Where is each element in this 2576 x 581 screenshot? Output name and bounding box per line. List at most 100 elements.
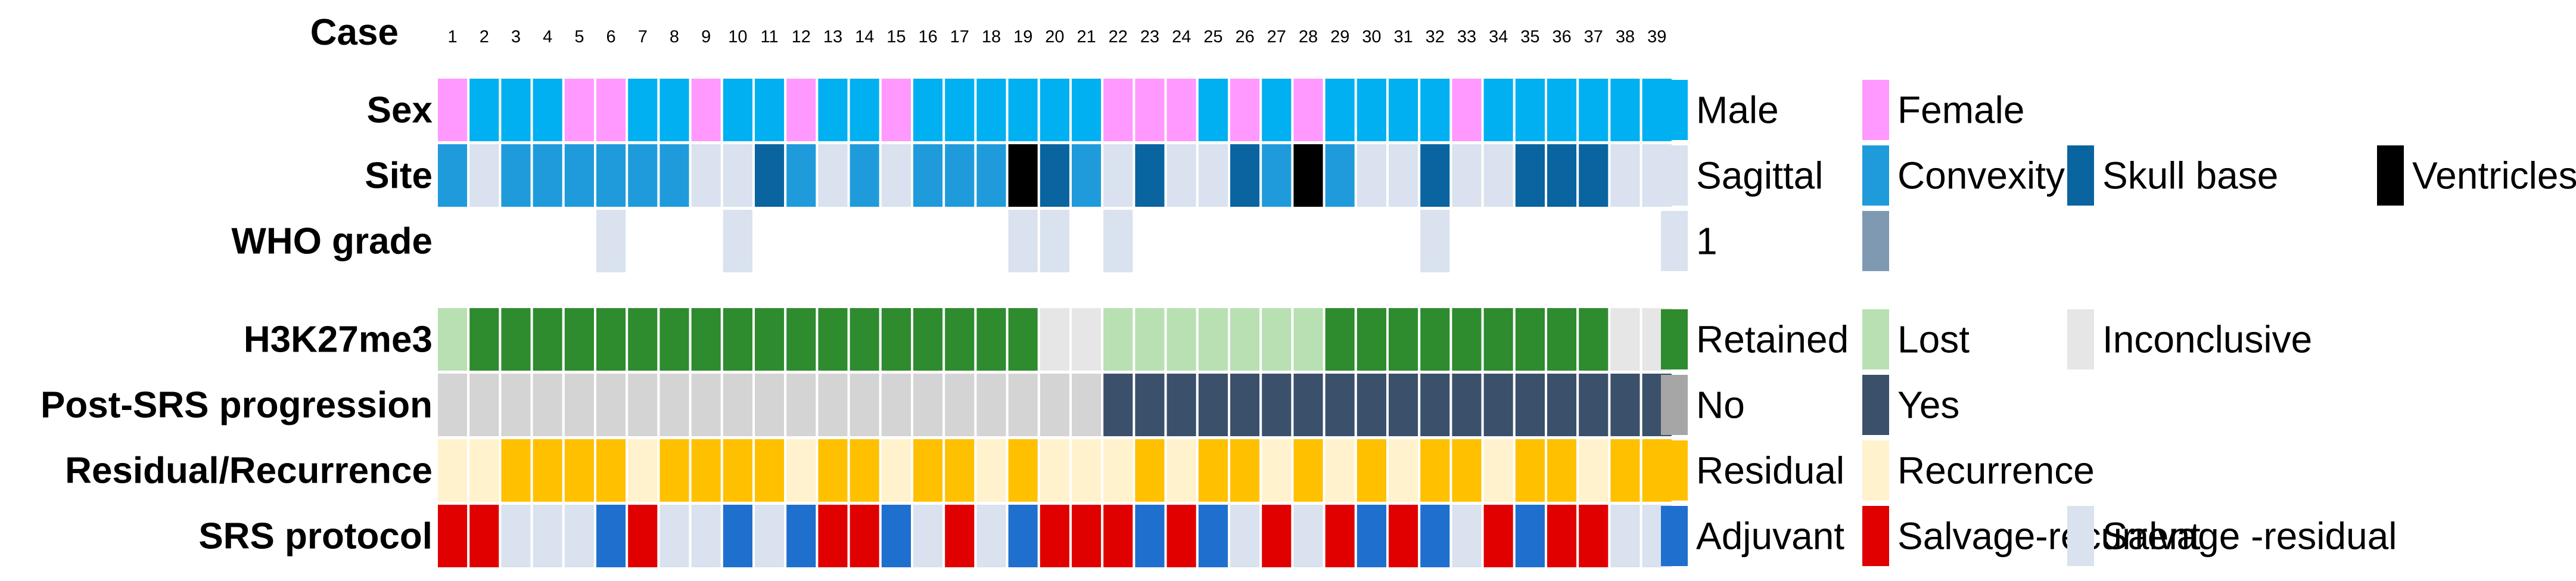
case-number-37: 37 [1584, 27, 1603, 46]
cell-row5-case35: Residual [1513, 437, 1548, 504]
cell-row3-case32: Retained [1418, 306, 1452, 373]
cell-row1-case15: Sagittal [879, 142, 914, 209]
case-number-10: 10 [728, 27, 747, 46]
case-number-26: 26 [1235, 27, 1254, 46]
cell-row6-case13: Salvage-recurrent [816, 502, 850, 570]
cell-row5-case8: Residual [657, 437, 692, 504]
cell-row1-case32: Skull base [1418, 142, 1452, 209]
cell-row5-case26: Residual [1228, 437, 1262, 504]
legend-swatch-row2-0 [1661, 211, 1688, 271]
cell-row4-case6: No [594, 371, 629, 439]
cell-row3-case31: Retained [1386, 306, 1421, 373]
cell-row3-case13: Retained [816, 306, 850, 373]
cell-row5-case24: Recurrence [1164, 437, 1199, 504]
cell-row0-case34: Male [1481, 76, 1516, 144]
cell-row2-case9: 2 [689, 207, 723, 275]
row-label-5: Residual/Recurrence [65, 450, 433, 492]
cell-row3-case36: Retained [1545, 306, 1579, 373]
legend-label-row3-0: Retained [1696, 318, 1849, 361]
case-number-14: 14 [855, 27, 874, 46]
legend-label-row1-1: Convexity [1897, 154, 2065, 197]
legend-swatch-row1-1 [1862, 145, 1889, 206]
cell-row1-case3: Convexity [499, 142, 533, 209]
case-number-5: 5 [574, 27, 584, 46]
cell-row4-case20: No [1037, 371, 1072, 439]
cell-row2-case26: 2 [1228, 207, 1262, 275]
cell-row6-case29: Salvage-recurrent [1323, 502, 1357, 570]
cell-row4-case19: No [1006, 371, 1040, 439]
cell-row6-case7: Salvage-recurrent [626, 502, 660, 570]
legend-swatch-row5-1 [1862, 440, 1889, 501]
cell-row6-case3: Salvage -residual [499, 502, 533, 570]
cell-row6-case8: Salvage -residual [657, 502, 692, 570]
cell-row1-case17: Convexity [942, 142, 977, 209]
legend-label-row1-0: Sagittal [1696, 154, 1823, 197]
cell-row2-case8: 2 [657, 207, 692, 275]
cell-row5-case12: Recurrence [784, 437, 819, 504]
cell-row3-case30: Retained [1354, 306, 1389, 373]
cell-row5-case33: Residual [1449, 437, 1484, 504]
cell-row3-case5: Retained [562, 306, 596, 373]
case-number-11: 11 [761, 27, 779, 46]
cell-row3-case29: Retained [1323, 306, 1357, 373]
cell-row3-case10: Retained [720, 306, 755, 373]
cell-row1-case28: Ventricles [1291, 142, 1326, 209]
case-number-row: 1 2 3 4 5 6 7 8 9 10 11 12 13 14 15 16 17 18 19 20 21 22 23 24 2… [448, 27, 1667, 46]
cell-row3-case3: Retained [499, 306, 533, 373]
legend-label-row5-1: Recurrence [1897, 449, 2095, 492]
cell-row0-case3: Male [499, 76, 533, 144]
cell-row3-case22: Lost [1101, 306, 1135, 373]
case-number-22: 22 [1109, 27, 1128, 46]
cell-row0-case19: Male [1006, 76, 1040, 144]
cell-row0-case15: Female [879, 76, 914, 144]
cell-row0-case11: Male [752, 76, 787, 144]
cell-row1-case33: Sagittal [1449, 142, 1484, 209]
cell-row4-case26: Yes [1228, 371, 1262, 439]
case-number-1: 1 [448, 27, 458, 46]
cell-row6-case28: Salvage -residual [1291, 502, 1326, 570]
cell-row5-case10: Residual [720, 437, 755, 504]
cell-row0-case7: Male [626, 76, 660, 144]
cell-row2-case12: 2 [784, 207, 819, 275]
cell-row6-case30: Adjuvant [1354, 502, 1389, 570]
cell-row2-case30: 2 [1354, 207, 1389, 275]
cell-row2-case6: 1 [594, 207, 629, 275]
cell-row0-case20: Male [1037, 76, 1072, 144]
case-number-3: 3 [511, 27, 521, 46]
cell-row1-case29: Convexity [1323, 142, 1357, 209]
cell-row1-case21: Convexity [1069, 142, 1104, 209]
cell-row0-case12: Female [784, 76, 819, 144]
row-label-2: WHO grade [231, 221, 433, 262]
cell-row2-case25: 2 [1196, 207, 1231, 275]
legend-swatch-row6-0 [1661, 506, 1688, 566]
legend-label-row5-0: Residual [1696, 449, 1844, 492]
cell-row0-case1: Female [435, 76, 470, 144]
cell-row1-case22: Sagittal [1101, 142, 1135, 209]
cell-row5-case16: Residual [911, 437, 945, 504]
case-number-25: 25 [1203, 27, 1222, 46]
cell-row4-case24: Yes [1164, 371, 1199, 439]
cell-row2-case33: 2 [1449, 207, 1484, 275]
legend-swatch-row1-2 [2067, 145, 2094, 206]
case-number-8: 8 [670, 27, 679, 46]
cell-row0-case24: Female [1164, 76, 1199, 144]
legend-swatch-row1-3 [2377, 145, 2404, 206]
cell-row1-case27: Convexity [1259, 142, 1294, 209]
cell-row2-case38: 2 [1608, 207, 1642, 275]
cell-row2-case19: 1 [1006, 207, 1040, 275]
cell-row4-case28: Yes [1291, 371, 1326, 439]
case-number-28: 28 [1299, 27, 1318, 46]
cell-row1-case14: Convexity [847, 142, 882, 209]
cell-row1-case1: Convexity [435, 142, 470, 209]
cell-row3-case18: Retained [974, 306, 1009, 373]
cell-row5-case32: Residual [1418, 437, 1452, 504]
cell-row4-case10: No [720, 371, 755, 439]
cell-row4-case34: Yes [1481, 371, 1516, 439]
cell-row4-case1: No [435, 371, 470, 439]
cell-row6-case12: Adjuvant [784, 502, 819, 570]
cell-row2-case34: 2 [1481, 207, 1516, 275]
legend: Male Female Sagittal Convexity Skull base Ven… [1661, 80, 2576, 566]
cell-row6-case11: Salvage -residual [752, 502, 787, 570]
legend-label-row6-2: Salvage -residual [2102, 515, 2397, 558]
cell-row2-case15: 2 [879, 207, 914, 275]
